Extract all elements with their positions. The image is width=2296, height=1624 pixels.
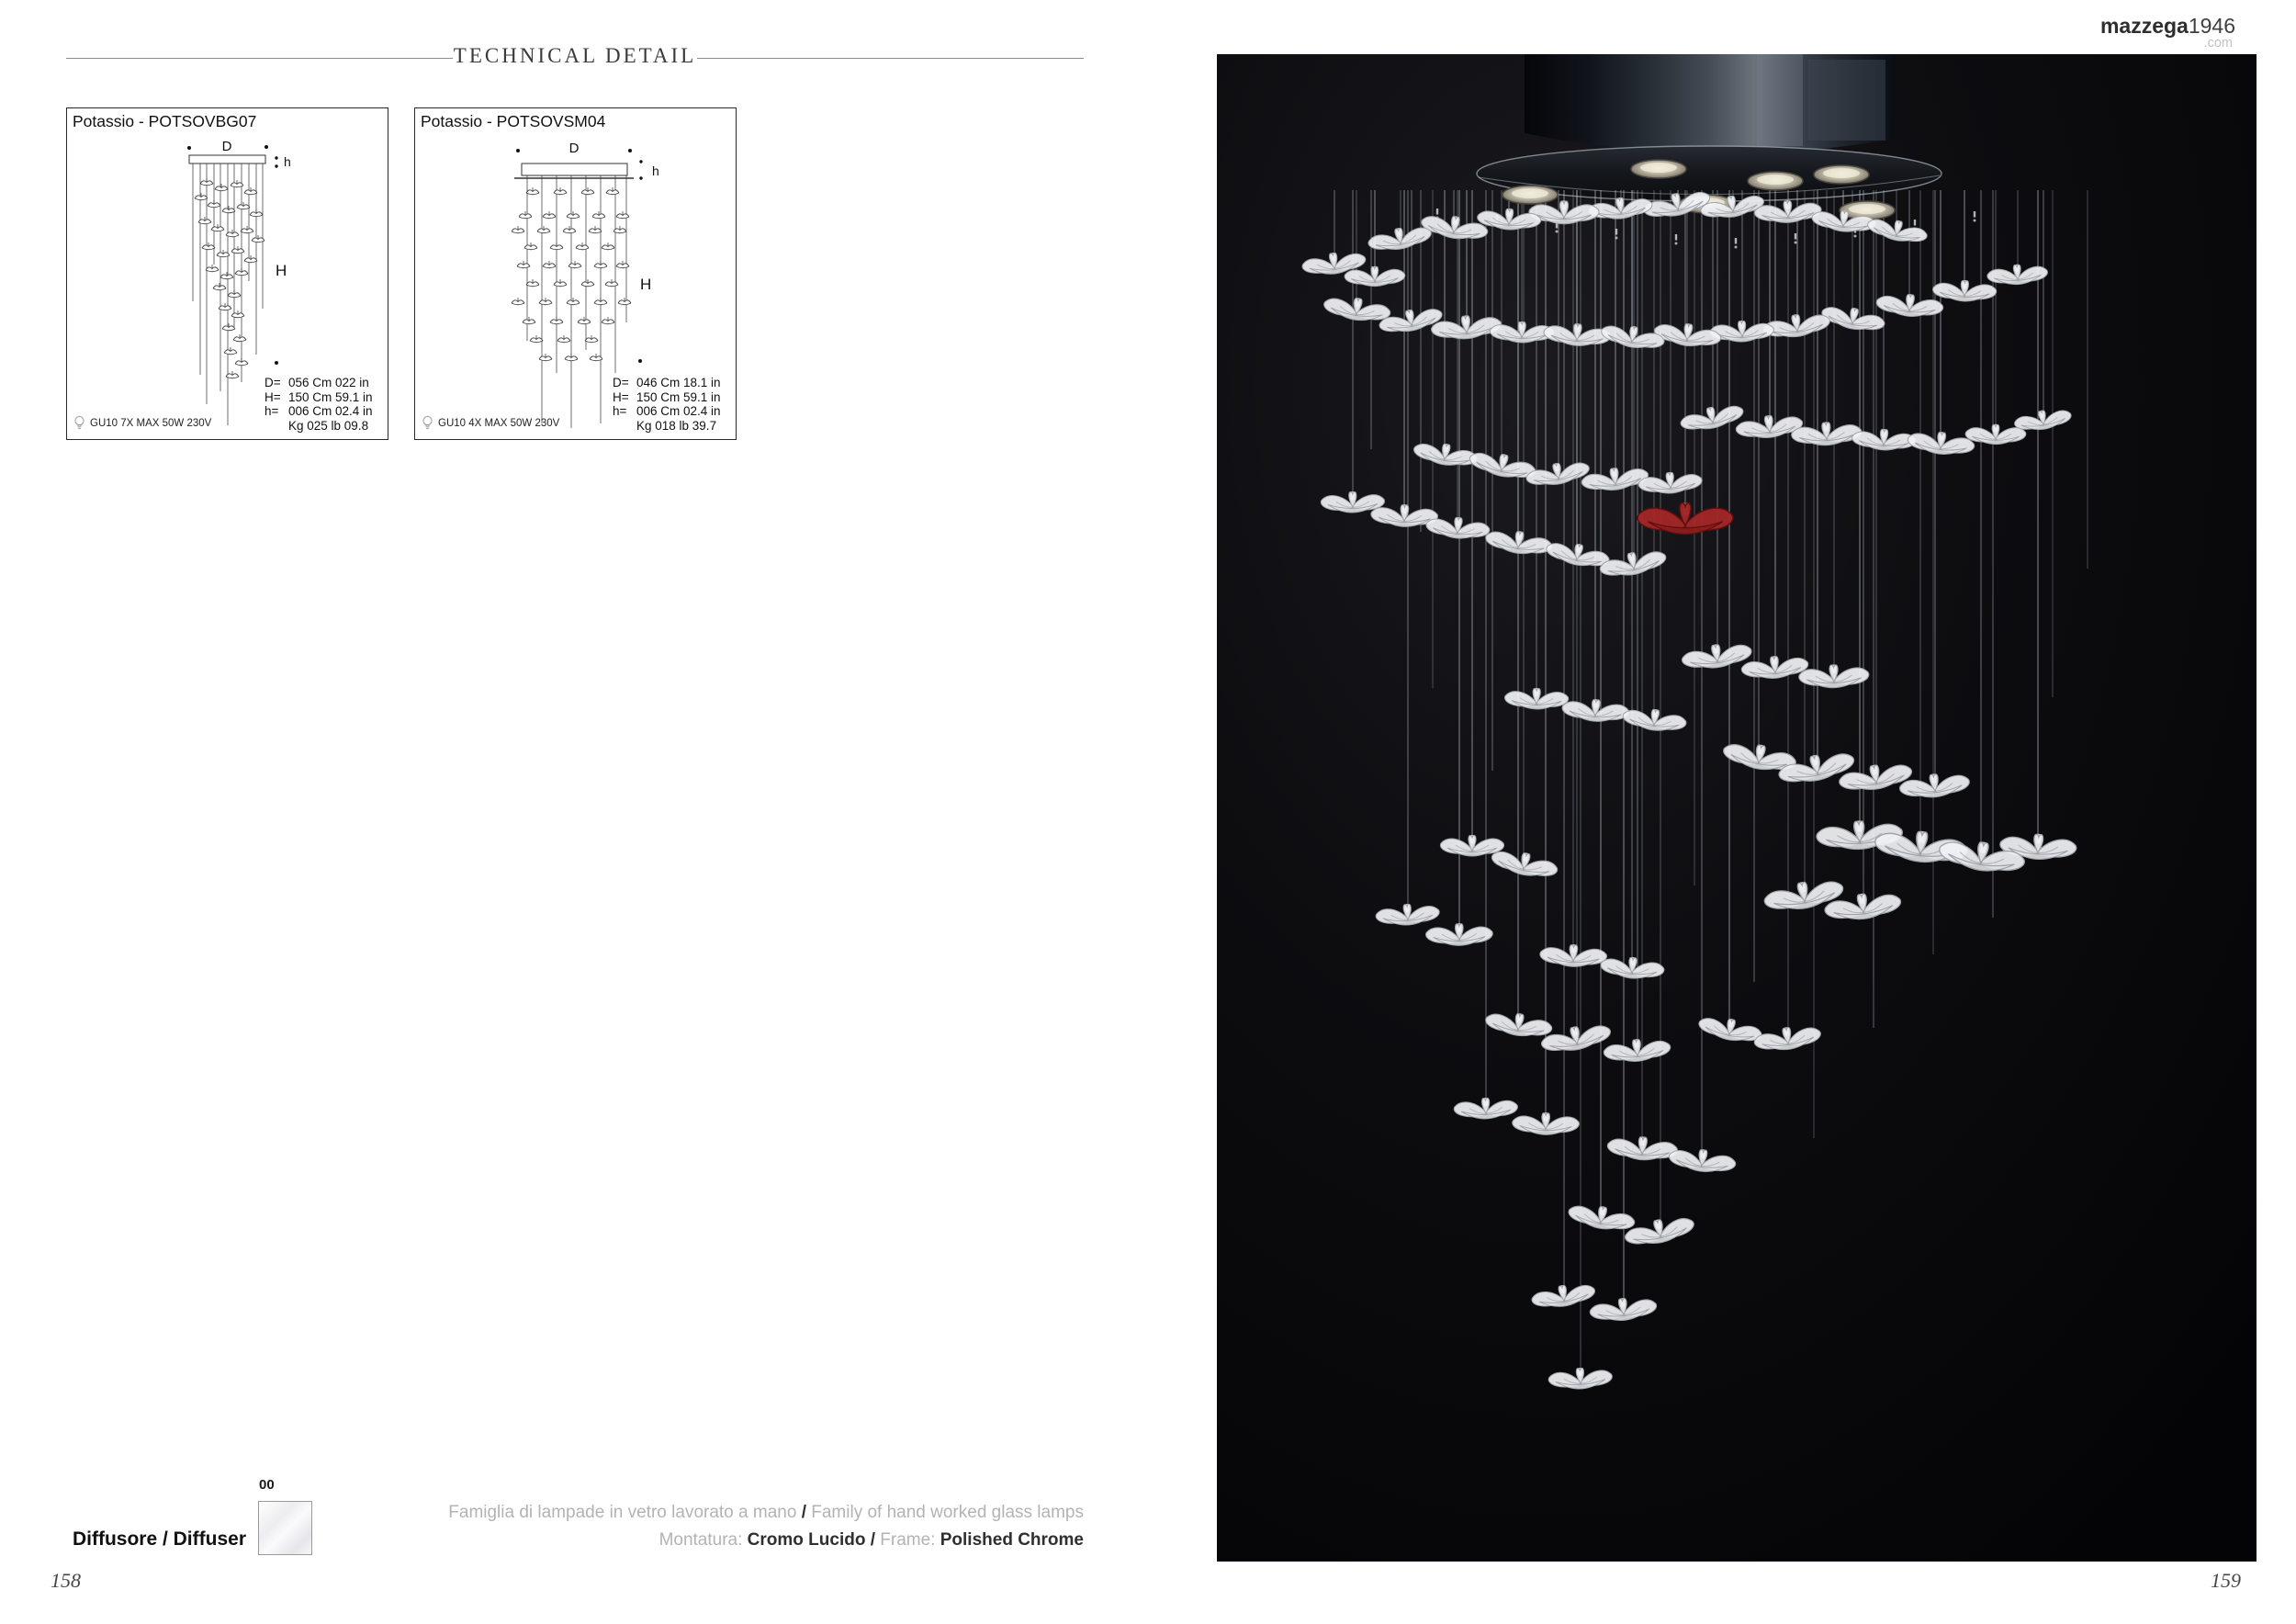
svg-text:h: h (652, 164, 659, 178)
spec-label: H= (264, 389, 281, 404)
product-code: Potassio - POTSOVBG07 (73, 112, 257, 130)
spec-value: 150 Cm 59.1 in (636, 389, 721, 404)
spec-table: D= 046 Cm 18.1 in H= 150 Cm 59.1 in h= 006 … (613, 376, 730, 433)
svg-text:D: D (222, 139, 232, 154)
spec-value: Kg 018 lb 39.7 (636, 418, 717, 433)
product-code: Potassio - POTSOVSM04 (421, 112, 606, 130)
spec-label (613, 419, 636, 434)
caption-frame-label-it: Montatura: (658, 1530, 743, 1550)
lamp-spec-text: GU10 4X MAX 50W 230V (438, 417, 560, 429)
bulb-icon (74, 415, 84, 429)
product-photo (1217, 54, 2257, 1562)
spec-table: D= 056 Cm 022 in H= 150 Cm 59.1 in h= 006 C… (264, 376, 382, 433)
header-rule-right (697, 58, 1084, 59)
technical-drawing: Dh H (511, 141, 659, 428)
bulb-icon (422, 415, 433, 429)
diffuser-swatch (258, 1501, 312, 1555)
chandelier-photo (1217, 54, 2257, 1562)
brand-name: mazzega (2099, 14, 2189, 38)
caption-family-it: Famiglia di lampade in vetro lavorato a … (448, 1503, 797, 1522)
spec-value: Kg 025 lb 09.8 (288, 418, 369, 433)
lamp-spec: GU10 7X MAX 50W 230V (73, 415, 211, 431)
svg-text:D: D (569, 141, 580, 156)
spec-label: D= (613, 376, 629, 389)
spec-value: 006 Cm 02.4 in (288, 404, 373, 418)
header-rule-left (66, 58, 453, 59)
svg-text:h: h (284, 154, 291, 169)
brand-year: 1946 (2188, 14, 2235, 38)
page-number-left: 158 (51, 1569, 81, 1592)
lamp-spec: GU10 4X MAX 50W 230V (422, 415, 559, 431)
swatch-code: 00 (259, 1477, 275, 1493)
diffuser-label: Diffusore / Diffuser (72, 1528, 246, 1550)
caption-frame-label-en: Frame: (880, 1530, 936, 1550)
page-number-right: 159 (2211, 1569, 2241, 1592)
spec-label: H= (613, 389, 629, 404)
spec-value: 056 Cm 022 in (288, 376, 369, 389)
caption-frame-value-it: Cromo Lucido / (747, 1530, 875, 1550)
spec-label: D= (264, 376, 281, 389)
brand-domain: .com (2203, 35, 2233, 51)
brand-logo: mazzega1946 .com (2048, 15, 2235, 51)
spec-value: 150 Cm 59.1 in (288, 389, 373, 404)
spec-value: 006 Cm 02.4 in (636, 404, 721, 418)
page-title: TECHNICAL DETAIL (453, 44, 697, 67)
caption-separator: / (801, 1503, 806, 1522)
caption-block: Famiglia di lampade in vetro lavorato a … (441, 1503, 1084, 1551)
caption-frame-value-en: Polished Chrome (940, 1530, 1084, 1550)
lamp-spec-text: GU10 7X MAX 50W 230V (90, 417, 212, 429)
spec-label: h= (613, 404, 627, 418)
svg-text:H: H (276, 262, 287, 279)
spec-label (264, 419, 288, 434)
technical-drawing: Dh H (187, 139, 291, 425)
caption-family-en: Family of hand worked glass lamps (811, 1503, 1084, 1522)
spec-value: 046 Cm 18.1 in (636, 376, 721, 389)
spec-label: h= (264, 404, 279, 418)
svg-text:H: H (640, 276, 651, 293)
